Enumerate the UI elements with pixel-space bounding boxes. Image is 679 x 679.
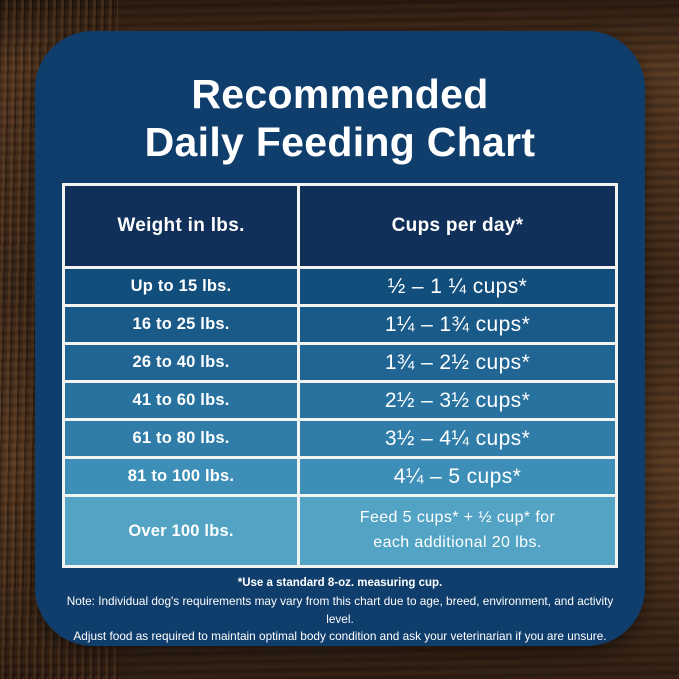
weight-cell: 16 to 25 lbs. [65, 307, 297, 342]
feeding-table: Weight in lbs. Cups per day* Up to 15 lb… [62, 183, 618, 568]
weight-cell: Up to 15 lbs. [65, 269, 297, 304]
table-row: Over 100 lbs. Feed 5 cups* + ½ cup* for e… [65, 497, 615, 565]
table-row: 16 to 25 lbs. 1¼ – 1¾ cups* [65, 307, 615, 342]
weight-cell: 41 to 60 lbs. [65, 383, 297, 418]
weight-cell: 61 to 80 lbs. [65, 421, 297, 456]
header-row: Weight in lbs. Cups per day* [65, 186, 615, 266]
cups-cell: 1¼ – 1¾ cups* [300, 307, 615, 342]
page-title: Recommended Daily Feeding Chart [35, 31, 645, 167]
footnote-note-line1: Note: Individual dog's requirements may … [66, 594, 614, 626]
table-row: 26 to 40 lbs. 1¾ – 2½ cups* [65, 345, 615, 380]
table-row: 61 to 80 lbs. 3½ – 4¼ cups* [65, 421, 615, 456]
header-cell-weight: Weight in lbs. [65, 186, 297, 266]
table-row: 41 to 60 lbs. 2½ – 3½ cups* [65, 383, 615, 418]
weight-cell: 26 to 40 lbs. [65, 345, 297, 380]
cups-cell: 1¾ – 2½ cups* [300, 345, 615, 380]
page-title-line2: Daily Feeding Chart [144, 118, 536, 165]
footnotes: *Use a standard 8-oz. measuring cup. Not… [53, 577, 627, 646]
table-row: Up to 15 lbs. ½ – 1 ¼ cups* [65, 269, 615, 304]
footnote-measuring-cup: *Use a standard 8-oz. measuring cup. [237, 577, 443, 589]
cups-cell: 2½ – 3½ cups* [300, 383, 615, 418]
cups-cell: 3½ – 4¼ cups* [300, 421, 615, 456]
page-title-line1: Recommended [191, 71, 489, 117]
table-row: 81 to 100 lbs. 4¼ – 5 cups* [65, 459, 615, 494]
weight-cell: Over 100 lbs. [65, 497, 297, 565]
feeding-chart-card: Recommended Daily Feeding Chart Weight in… [35, 31, 645, 646]
cups-cell: 4¼ – 5 cups* [300, 459, 615, 494]
footnote-note-line2: Adjust food as required to maintain opti… [73, 629, 607, 644]
cups-cell: Feed 5 cups* + ½ cup* for each additiona… [300, 497, 615, 565]
weight-cell: 81 to 100 lbs. [65, 459, 297, 494]
header-cell-cups: Cups per day* [300, 186, 615, 266]
cups-cell: ½ – 1 ¼ cups* [300, 269, 615, 304]
